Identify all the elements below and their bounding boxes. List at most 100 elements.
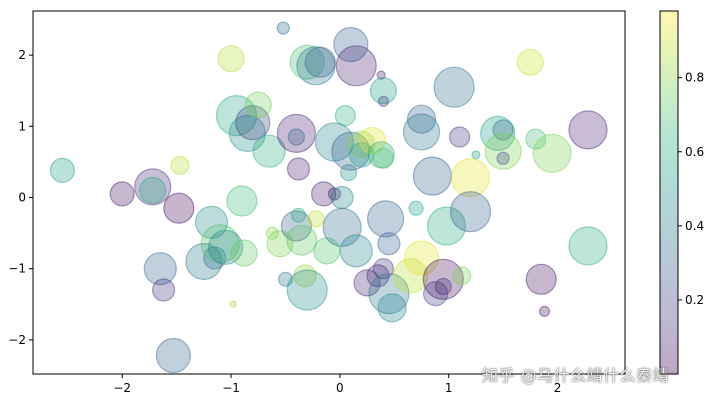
scatter-point <box>538 305 551 317</box>
scatter-point <box>369 77 397 105</box>
scatter-point <box>422 258 464 300</box>
x-tick-label: −1 <box>222 381 240 395</box>
scatter-point <box>433 66 475 108</box>
scatter-point <box>200 224 240 264</box>
scatter-point <box>525 128 547 150</box>
scatter-point <box>109 181 135 207</box>
scatter-point <box>286 269 328 311</box>
scatter-point <box>452 266 472 286</box>
scatter-point <box>449 126 471 148</box>
scatter-point <box>377 95 389 108</box>
scatter-point <box>408 200 424 216</box>
colorbar-tick-label: 0.6 <box>685 145 704 159</box>
scatter-point <box>568 226 608 266</box>
scatter-point <box>449 191 492 233</box>
scatter-point <box>358 126 387 155</box>
scatter-point <box>335 45 377 87</box>
scatter-point <box>139 176 167 204</box>
colorbar-tick-label: 0.8 <box>685 71 704 85</box>
scatter-point <box>327 187 341 201</box>
scatter-point <box>353 269 381 297</box>
scatter-point <box>403 240 440 276</box>
scatter-point <box>349 142 375 168</box>
colorbar-axis: 0.2 0.4 0.6 0.8 <box>678 71 704 307</box>
scatter-point <box>376 70 386 80</box>
y-tick-label: 0 <box>18 190 26 204</box>
plot-frame <box>32 10 626 375</box>
scatter-point <box>471 150 481 160</box>
scatter-point <box>252 134 286 168</box>
x-tick-label: 1 <box>445 381 453 395</box>
scatter-point <box>228 114 266 152</box>
scatter-point <box>244 91 272 119</box>
scatter-point <box>313 237 341 265</box>
scatter-point <box>235 105 271 141</box>
scatter-point <box>230 239 258 267</box>
scatter-point <box>290 207 307 223</box>
scatter-point <box>286 224 318 256</box>
scatter-point <box>367 141 395 169</box>
scatter-point <box>426 206 467 246</box>
scatter-point <box>314 122 354 162</box>
y-tick-label: 1 <box>18 119 26 133</box>
scatter-point <box>203 246 227 270</box>
scatter-point <box>215 94 258 137</box>
scatter-point <box>434 277 452 296</box>
scatter-point <box>143 252 177 286</box>
scatter-point <box>226 185 258 217</box>
scatter-point <box>377 232 401 256</box>
scatter-point <box>265 226 279 240</box>
scatter-point <box>406 104 437 134</box>
scatter-point <box>377 293 407 323</box>
scatter-point <box>163 192 195 224</box>
scatter-point <box>208 229 244 265</box>
scatter-point <box>368 273 410 315</box>
scatter-point <box>333 26 369 63</box>
scatter-point <box>423 281 449 307</box>
scatter-point <box>296 46 336 86</box>
colorbar-tick-label: 0.4 <box>685 219 704 233</box>
scatter-point <box>287 128 305 146</box>
scatter-point <box>170 155 190 176</box>
y-tick-label: −1 <box>8 262 26 276</box>
y-axis: −2 −1 0 1 2 <box>8 48 33 347</box>
scatter-point <box>49 157 76 183</box>
scatter-point <box>367 200 405 238</box>
scatter-point <box>307 210 325 228</box>
scatter-point <box>402 113 441 151</box>
scatter-point <box>366 264 390 288</box>
scatter-point <box>480 115 516 151</box>
y-tick-label: −2 <box>8 333 26 347</box>
scatter-point <box>155 337 191 374</box>
scatter-point <box>277 271 294 287</box>
colorbar-tick-label: 0.2 <box>685 293 704 307</box>
x-tick-label: 0 <box>336 381 344 395</box>
scatter-point <box>492 119 514 141</box>
scatter-point <box>339 234 373 268</box>
x-tick-label: −2 <box>113 381 131 395</box>
y-tick-label: 2 <box>18 48 26 62</box>
scatter-point <box>372 147 394 169</box>
scatter-point <box>293 264 317 288</box>
scatter-point <box>304 46 336 78</box>
scatter-point <box>185 242 223 281</box>
scatter-point <box>450 158 491 198</box>
scatter-point <box>311 181 337 207</box>
scatter-point <box>334 104 356 127</box>
scatter-point <box>286 157 311 181</box>
scatter-point <box>525 263 557 295</box>
scatter-point <box>372 258 394 280</box>
x-tick-label: 2 <box>554 381 562 395</box>
scatter-point <box>266 230 294 258</box>
colorbar-frame <box>659 10 679 375</box>
scatter-point <box>516 48 544 76</box>
scatter-point <box>496 151 510 165</box>
scatter-point <box>393 258 429 294</box>
scatter-point <box>331 131 371 171</box>
scatter-point <box>276 21 290 35</box>
scatter-point <box>276 113 316 153</box>
scatter-point <box>532 133 572 173</box>
scatter-point <box>194 205 229 239</box>
scatter-point <box>330 185 354 210</box>
